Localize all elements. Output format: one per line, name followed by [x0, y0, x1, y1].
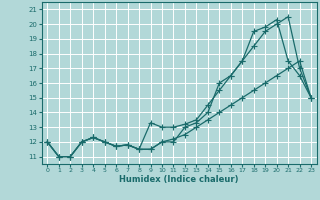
- X-axis label: Humidex (Indice chaleur): Humidex (Indice chaleur): [119, 175, 239, 184]
